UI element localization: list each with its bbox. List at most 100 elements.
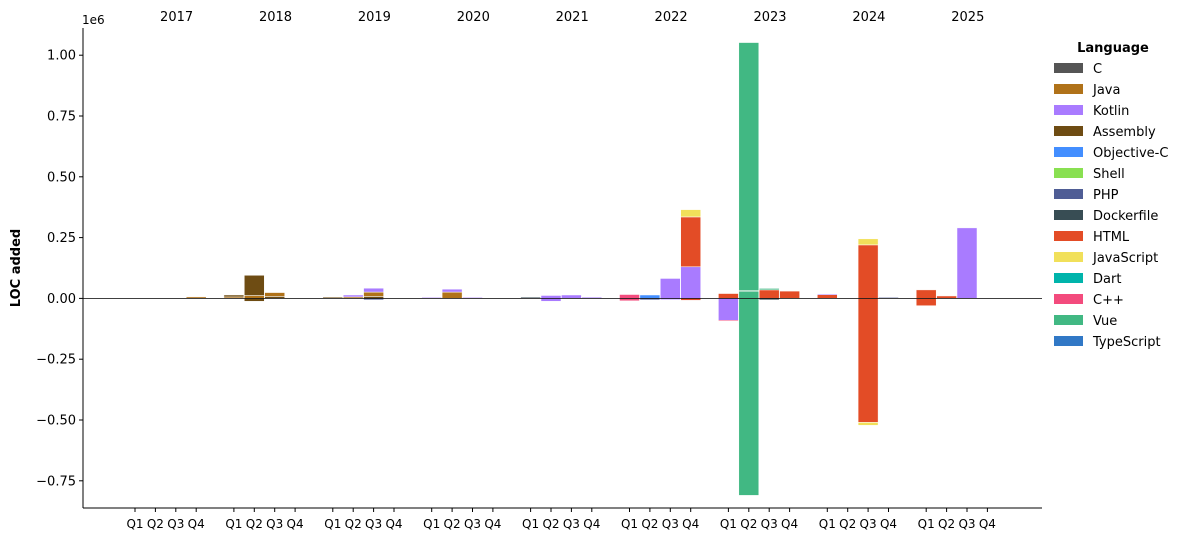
legend-swatch-c [1054,63,1083,73]
bar-segment-2022-Q3-kotlin-0 [660,278,681,299]
y-offset-label: 1e6 [82,13,105,27]
legend-swatch-dart [1054,273,1083,283]
x-tick-label-2019-Q4: Q4 [385,517,402,531]
legend-swatch-php [1054,189,1083,199]
legend-swatch-javascript [1054,252,1083,262]
x-tick-label-2022-Q2: Q2 [641,517,658,531]
legend-title: Language [1077,41,1149,56]
x-tick-label-2024-Q2: Q2 [839,517,856,531]
x-tick-label-2021-Q4: Q4 [583,517,600,531]
legend-swatch-typescript [1054,336,1083,346]
bar-segment-2018-Q2-java-0 [244,295,265,299]
legend-swatch-c- [1054,294,1083,304]
legend-swatch-dockerfile [1054,210,1083,220]
x-tick-label-2018-Q1: Q1 [225,517,242,531]
x-tick-label-2025-Q3: Q3 [958,517,975,531]
legend-label-javascript: JavaScript [1092,251,1158,266]
bar-segment-2024-Q1-kotlin-1 [817,293,838,296]
year-label-2018: 2018 [259,10,292,25]
bar-segment-2018-Q2-assembly-1 [244,275,265,296]
bar-segment-2018-Q1-assembly-1 [223,294,245,298]
x-tick-label-2020-Q1: Q1 [423,517,440,531]
bar-segment-2021-Q2-kotlin-1 [540,298,562,302]
x-tick-label-2017-Q2: Q2 [147,517,164,531]
x-tick-label-2021-Q1: Q1 [522,517,539,531]
bar-segment-2023-Q2-vue-0 [738,290,760,299]
y-tick-label: 0.50 [47,170,76,185]
legend-label-kotlin: Kotlin [1093,104,1129,119]
bar-segment-2022-Q4-javascript-2 [680,209,701,218]
x-tick-label-2021-Q3: Q3 [563,517,580,531]
x-tick-label-2021-Q2: Q2 [542,517,559,531]
bar-segment-2024-Q3-html-0 [857,244,879,299]
bar-segment-2024-Q3-javascript-1 [857,238,879,246]
x-tick-label-2020-Q4: Q4 [484,517,501,531]
bar-segment-2023-Q1-c--2 [718,320,739,322]
x-tick-label-2019-Q1: Q1 [324,517,341,531]
x-tick-label-2025-Q1: Q1 [918,517,935,531]
x-tick-label-2020-Q2: Q2 [444,517,461,531]
y-tick-label: −0.25 [36,353,76,368]
x-tick-label-2024-Q3: Q3 [860,517,877,531]
x-tick-label-2023-Q1: Q1 [720,517,737,531]
y-tick-label: 1.00 [47,49,76,64]
x-tick-label-2023-Q4: Q4 [781,517,798,531]
bar-segment-2023-Q2-vue-3 [738,298,760,496]
x-tick-label-2018-Q3: Q3 [266,517,283,531]
bar-segment-2022-Q2-objective-c-0 [639,294,661,299]
bar-segment-2024-Q3-javascript-3 [857,422,879,426]
bar-segment-2025-Q3-kotlin-0 [956,227,978,299]
bar-segment-2020-Q2-kotlin-1 [441,288,463,293]
legend-label-assembly: Assembly [1093,125,1156,140]
year-label-2017: 2017 [160,10,193,25]
y-tick-label: −0.75 [36,474,76,489]
y-tick-label: 0.75 [47,110,76,125]
x-tick-label-2018-Q4: Q4 [287,517,304,531]
bar-segment-2022-Q1-c--0 [619,294,640,299]
x-tick-label-2022-Q1: Q1 [621,517,638,531]
legend-label-java: Java [1092,83,1120,98]
bar-segment-2022-Q4-html-1 [680,216,701,268]
bar-segment-2025-Q1-html-0 [915,289,937,299]
bar-segment-2023-Q4-html-0 [779,290,800,299]
y-tick-label: 0.00 [47,292,76,307]
bar-segment-2020-Q2-java-0 [441,291,463,299]
x-tick-label-2023-Q2: Q2 [740,517,757,531]
year-label-2025: 2025 [951,10,984,25]
x-tick-label-2022-Q3: Q3 [662,517,679,531]
bar-segment-2025-Q1-html-1 [915,298,937,306]
legend-label-vue: Vue [1093,314,1117,329]
legend: Language C Java Kotlin Assembly Objective-C S… [1054,41,1168,350]
bar-segment-2023-Q3-html-0 [758,289,780,299]
legend-label-dockerfile: Dockerfile [1093,209,1158,224]
x-tick-label-2017-Q4: Q4 [188,517,205,531]
bar-segment-2019-Q3-java-1 [363,291,384,297]
bar-segment-2024-Q1-html-0 [817,294,838,299]
legend-swatch-html [1054,231,1083,241]
legend-swatch-objective-c [1054,147,1083,157]
bar-segment-2018-Q2-assembly-2 [244,298,265,302]
bar-segment-2019-Q2-kotlin-1 [342,294,364,298]
bars-layer [185,42,978,496]
bar-segment-2023-Q3-vue-1 [758,288,780,291]
year-label-2021: 2021 [556,10,589,25]
bar-segment-2023-Q2-vue-2 [738,42,760,291]
x-tick-label-2020-Q3: Q3 [464,517,481,531]
x-tick-label-2024-Q1: Q1 [819,517,836,531]
legend-label-dart: Dart [1093,272,1121,287]
legend-label-c-: C++ [1093,293,1124,308]
x-tick-label-2018-Q2: Q2 [246,517,263,531]
legend-label-c: C [1093,62,1102,77]
legend-swatch-vue [1054,315,1083,325]
x-tick-label-2025-Q2: Q2 [938,517,955,531]
x-tick-label-2025-Q4: Q4 [979,517,996,531]
axes-layer [82,28,1042,509]
bar-segment-2018-Q3-java-1 [264,292,285,297]
bar-segment-2022-Q4-kotlin-0 [680,266,701,299]
x-tick-label-2022-Q4: Q4 [682,517,699,531]
bar-segment-2021-Q2-kotlin-0 [540,295,562,299]
x-tick-label-2017-Q1: Q1 [126,517,143,531]
year-label-2022: 2022 [655,10,688,25]
